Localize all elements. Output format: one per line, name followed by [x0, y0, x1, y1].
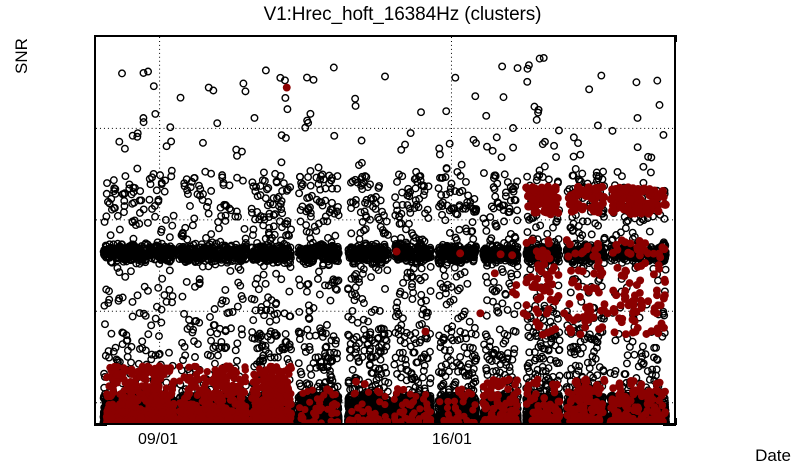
x-tick-label: 16/01 [432, 431, 472, 449]
chart-title: V1:Hrec_hoft_16384Hz (clusters) [0, 4, 805, 26]
x-axis-title: Date [755, 446, 791, 466]
x-tick-label: 09/01 [138, 431, 178, 449]
scatter-canvas [96, 37, 674, 423]
tick-mark [94, 425, 107, 426]
tick-mark [663, 425, 676, 426]
y-axis-tick-labels: 1052×1041042×1031032×10210220106 [0, 0, 90, 472]
tick-mark [676, 418, 677, 425]
tick-mark [676, 35, 677, 42]
plot-area [94, 35, 676, 425]
